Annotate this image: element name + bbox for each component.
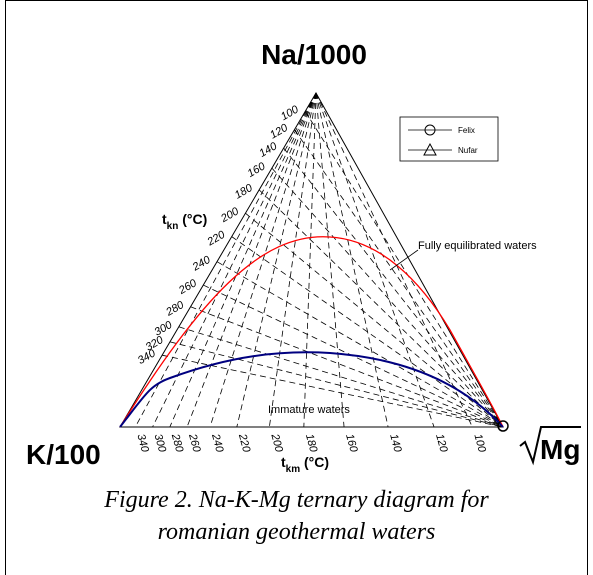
tkn-isotherm-line <box>271 167 504 428</box>
tkm-isotherm-line <box>236 92 317 428</box>
tkm-tick-label: 140 <box>387 433 404 455</box>
legend-box <box>399 116 499 162</box>
tkn-tick-label: 280 <box>163 299 187 320</box>
tkm-tick-label: 160 <box>343 433 360 455</box>
tkn-axis-label: tkn (°C) <box>162 211 207 232</box>
tkm-isotherm-line <box>315 92 345 428</box>
fully-equilibrated-label: Fully equilibrated waters <box>418 240 537 252</box>
tkn-isotherm-line <box>169 341 504 428</box>
tkm-tick-label: 280 <box>169 432 186 455</box>
tkn-tick-label: 200 <box>218 205 242 226</box>
tkm-isotherm-line <box>315 92 389 428</box>
figure-frame <box>5 0 588 575</box>
tkn-tick-label: 120 <box>268 122 291 142</box>
vertex-label-na: Na/1000 <box>261 39 367 70</box>
ternary-triangle <box>119 91 504 428</box>
vertex-label-mg: Mg <box>519 426 581 466</box>
tkm-tick-labels: 340 300 280 260 240 220 200 180 160 140 120 100 <box>134 432 488 455</box>
legend-nufar-marker <box>423 142 437 156</box>
caption-line-1: Figure 2. Na-K-Mg ternary diagram for <box>104 487 489 513</box>
tkm-isotherm-line <box>303 92 317 428</box>
felix-data-point <box>497 420 509 432</box>
tkm-isotherm-line <box>152 92 317 428</box>
fully-equilibrated-pointer <box>389 249 419 271</box>
tkn-tick-label: 100 <box>279 103 302 123</box>
tkm-isotherm-line <box>315 92 473 428</box>
tkm-isotherm-lines <box>134 92 473 428</box>
tkm-tick-label: 340 <box>134 433 151 455</box>
figure-caption: Figure 2. Na-K-Mg ternary diagram for ro… <box>0 484 593 548</box>
tkn-tick-label: 240 <box>190 253 214 274</box>
legend: Felix Nufar <box>399 116 499 162</box>
tkm-isotherm-line <box>134 92 317 428</box>
tkm-tick-label: 220 <box>236 432 253 455</box>
tkm-tick-label: 120 <box>433 433 450 455</box>
tkm-tick-label: 200 <box>268 432 285 455</box>
full-equilibrium-curve <box>119 236 504 428</box>
tkm-isotherm-line <box>315 92 435 428</box>
legend-felix-label: Felix <box>458 126 475 135</box>
tkn-isotherm-line <box>216 261 504 428</box>
tkn-isotherm-line <box>304 111 504 428</box>
tkm-tick-label: 180 <box>303 433 320 455</box>
tkm-tick-label: 260 <box>186 432 203 455</box>
tkm-tick-label: 100 <box>471 433 488 455</box>
legend-felix-marker <box>424 124 436 136</box>
tkn-isotherm-line <box>245 212 504 428</box>
tkn-tick-label: 180 <box>233 182 256 202</box>
sqrt-symbol <box>519 426 581 466</box>
tkn-tick-label: 160 <box>246 160 269 180</box>
immature-label: Immature waters <box>268 404 350 416</box>
tkn-tick-label: 220 <box>204 228 228 249</box>
tkm-isotherm-line <box>209 92 317 428</box>
tkm-tick-label: 240 <box>209 432 226 455</box>
partial-equilibrium-curve <box>119 351 504 428</box>
vertex-label-mg-text: Mg <box>540 434 580 465</box>
tkn-isotherm-line <box>283 147 504 428</box>
tkm-isotherm-line <box>268 92 317 428</box>
tkn-isotherm-lines <box>162 111 504 428</box>
tkm-isotherm-line <box>169 92 317 428</box>
tkn-isotherm-line <box>190 306 504 428</box>
tkn-isotherm-line <box>162 354 504 428</box>
tkm-tick-label: 300 <box>152 433 169 455</box>
tkm-axis-label: tkm (°C) <box>281 454 329 475</box>
caption-line-2: romanian geothermal waters <box>157 519 436 545</box>
tkn-isotherm-line <box>294 129 504 428</box>
tkn-tick-label: 140 <box>257 140 280 160</box>
tkn-isotherm-line <box>258 189 504 428</box>
tkn-tick-label: 260 <box>176 277 200 298</box>
vertex-label-k: K/100 <box>26 439 101 470</box>
legend-nufar-label: Nufar <box>458 146 478 155</box>
ternary-diagram: Na/1000 K/100 Mg 10012014016018020022024… <box>26 39 581 475</box>
tkn-isotherm-line <box>178 326 504 428</box>
